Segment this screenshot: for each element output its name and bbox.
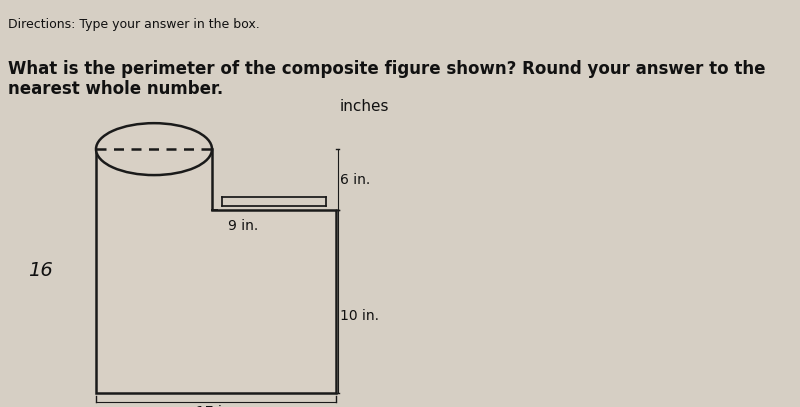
Text: 6 in.: 6 in. — [340, 173, 370, 186]
Text: 10 in.: 10 in. — [340, 309, 379, 323]
Text: What is the perimeter of the composite figure shown? Round your answer to the
ne: What is the perimeter of the composite f… — [8, 59, 766, 98]
Text: Directions: Type your answer in the box.: Directions: Type your answer in the box. — [8, 18, 260, 31]
Text: 17 in.: 17 in. — [197, 405, 235, 407]
Circle shape — [96, 123, 212, 175]
Text: 16: 16 — [28, 261, 52, 280]
Text: inches: inches — [339, 99, 389, 114]
Text: 9 in.: 9 in. — [228, 219, 258, 233]
Polygon shape — [96, 149, 336, 393]
